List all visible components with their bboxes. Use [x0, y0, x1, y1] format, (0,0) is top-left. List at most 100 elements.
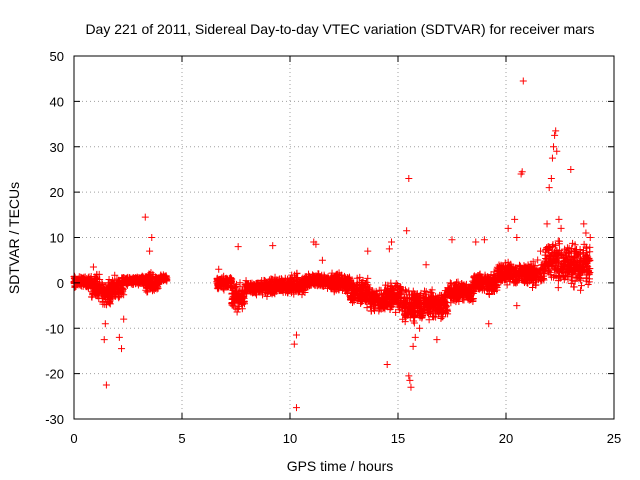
band-point: [546, 258, 554, 266]
band-point: [412, 293, 420, 301]
band-point: [76, 278, 84, 286]
band-point: [343, 277, 351, 285]
y-tick-label: -10: [45, 321, 64, 336]
band-point: [575, 273, 583, 281]
band-point: [577, 282, 585, 290]
band-point: [326, 282, 334, 290]
band-point: [230, 294, 238, 302]
band-point: [433, 298, 441, 306]
band-point: [410, 312, 418, 320]
band-point: [433, 307, 441, 315]
band-point: [93, 274, 101, 282]
band-point: [89, 280, 97, 288]
outlier-point: [480, 236, 488, 244]
outlier-point: [409, 342, 417, 350]
band-point: [523, 273, 531, 281]
band-point: [120, 277, 128, 285]
y-tick-label: 40: [50, 94, 64, 109]
band-point: [92, 291, 100, 299]
outlier-point: [511, 215, 519, 223]
band-point: [328, 269, 336, 277]
band-point: [228, 276, 236, 284]
band-point: [548, 249, 556, 257]
band-point: [382, 294, 390, 302]
y-tick-label: -20: [45, 367, 64, 382]
band-point: [257, 287, 265, 295]
band-point: [469, 298, 477, 306]
band-point: [502, 271, 510, 279]
outlier-point: [485, 320, 493, 328]
band-point: [461, 286, 469, 294]
band-point: [571, 277, 579, 285]
band-point: [473, 276, 481, 284]
band-point: [130, 277, 138, 285]
band-point: [245, 282, 253, 290]
band-point: [293, 270, 301, 278]
band-point: [571, 241, 579, 249]
y-tick-label: 0: [57, 276, 64, 291]
band-point: [570, 283, 578, 291]
band-point: [556, 274, 564, 282]
outlier-point: [120, 315, 128, 323]
band-point: [267, 284, 275, 292]
band-point: [482, 277, 490, 285]
band-point: [423, 306, 431, 314]
band-point: [161, 276, 169, 284]
band-point: [395, 289, 403, 297]
band-point: [428, 293, 436, 301]
band-point: [577, 286, 585, 294]
band-point: [369, 301, 377, 309]
band-point: [585, 270, 593, 278]
outlier-point: [582, 229, 590, 237]
outlier-point: [364, 247, 372, 255]
band-point: [277, 280, 285, 288]
band-point: [393, 299, 401, 307]
band-point: [231, 289, 239, 297]
band-point: [568, 273, 576, 281]
band-point: [572, 261, 580, 269]
band-point: [353, 297, 361, 305]
band-point: [317, 274, 325, 282]
band-point: [265, 285, 273, 293]
band-point: [520, 272, 528, 280]
outlier-point: [555, 215, 563, 223]
band-point: [527, 260, 535, 268]
band-point: [504, 258, 512, 266]
band-point: [542, 248, 550, 256]
outlier-point: [548, 154, 556, 162]
band-point: [578, 262, 586, 270]
band-point: [586, 248, 594, 256]
band-point: [567, 260, 575, 268]
band-point: [580, 257, 588, 265]
band-point: [505, 272, 513, 280]
outlier-point: [580, 220, 588, 228]
band-point: [567, 279, 575, 287]
band-point: [549, 242, 557, 250]
band-point: [112, 290, 120, 298]
band-point: [420, 287, 428, 295]
band-point: [453, 283, 461, 291]
band-point: [487, 286, 495, 294]
band-point: [584, 268, 592, 276]
outlier-point: [100, 336, 108, 344]
band-point: [443, 306, 451, 314]
band-point: [474, 272, 482, 280]
axis-ticks: 0 5 10 15 20 25 -30 -20 -10 0 10 20 30 40 50: [45, 49, 621, 446]
band-point: [583, 244, 591, 252]
band-point: [351, 283, 359, 291]
band-point: [542, 245, 550, 253]
band-point: [424, 298, 432, 306]
band-point: [555, 273, 563, 281]
outlier-point: [318, 256, 326, 264]
band-point: [554, 258, 562, 266]
band-point: [572, 252, 580, 260]
band-point: [438, 313, 446, 321]
band-point: [580, 240, 588, 248]
y-tick-label: 50: [50, 49, 64, 64]
band-point: [417, 289, 425, 297]
y-tick-label: 30: [50, 140, 64, 155]
band-point: [453, 291, 461, 299]
band-point: [512, 279, 520, 287]
band-point: [111, 271, 119, 279]
